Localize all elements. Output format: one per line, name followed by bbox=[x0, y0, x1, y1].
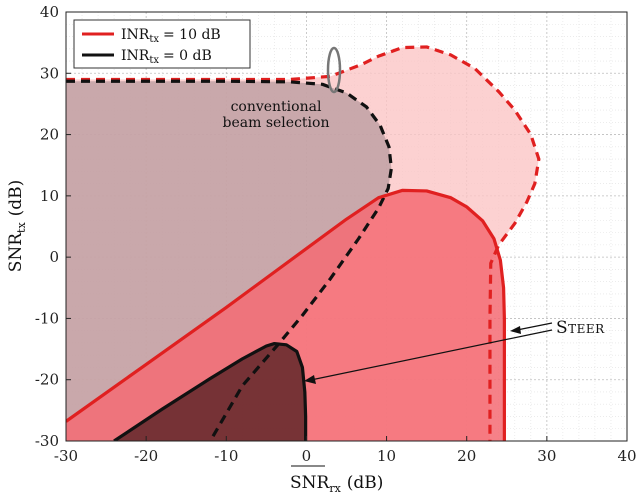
x-tick-label: 10 bbox=[377, 447, 396, 465]
line-conventional-inr0 bbox=[66, 79, 393, 441]
line-steer-inr10 bbox=[66, 188, 506, 441]
legend-box bbox=[73, 19, 251, 69]
x-tick-label: 30 bbox=[537, 447, 556, 465]
region-fills bbox=[66, 46, 539, 441]
conventional-label-line1: conventional bbox=[231, 99, 322, 115]
x-axis-label-main: SNR bbox=[290, 473, 331, 493]
y-tick-label: 30 bbox=[40, 64, 59, 82]
y-axis-label-unit: (dB) bbox=[6, 180, 26, 217]
y-axis-label: SNRtx (dB) bbox=[6, 180, 28, 273]
x-tick-label: 20 bbox=[457, 447, 476, 465]
y-tick-label: -10 bbox=[35, 309, 59, 327]
svg-text:SNRtx(dB): SNRtx (dB) bbox=[6, 180, 28, 273]
conventional-label-line2: beam selection bbox=[223, 115, 330, 131]
y-tick-label: 40 bbox=[40, 3, 59, 21]
fill-conventional-inr0 bbox=[66, 81, 392, 441]
steer-arrowhead-upper bbox=[510, 326, 521, 334]
conventional-ellipse bbox=[326, 46, 342, 94]
steer-arrow-lower bbox=[305, 329, 553, 382]
fill-steer-inr10 bbox=[66, 190, 505, 441]
y-ticks: -30 -20 -10 0 10 20 30 40 bbox=[35, 3, 71, 450]
y-tick-label: -30 bbox=[35, 432, 59, 450]
y-tick-label: 0 bbox=[49, 248, 59, 266]
x-tick-label: 40 bbox=[617, 447, 636, 465]
x-axis-label: SNRrx (dB) bbox=[290, 465, 383, 495]
steer-arrowhead-lower bbox=[304, 375, 316, 384]
line-steer-inr0 bbox=[113, 341, 308, 441]
y-tick-label: -20 bbox=[35, 371, 59, 389]
y-axis-label-main: SNR bbox=[6, 232, 26, 273]
legend-entry-inr0: INRtx = 0 dB bbox=[121, 48, 212, 66]
svg-text:SNRrx(dB): SNRrx (dB) bbox=[290, 473, 383, 495]
x-tick-label: -10 bbox=[214, 447, 238, 465]
y-axis-label-sub: tx bbox=[15, 222, 28, 233]
x-tick-label: 0 bbox=[302, 447, 312, 465]
x-axis-label-sub: rx bbox=[329, 482, 341, 495]
x-tick-label: -30 bbox=[54, 447, 78, 465]
x-ticks: -30 -20 -10 0 10 20 30 40 bbox=[54, 436, 637, 465]
conventional-annotation: conventional beam selection bbox=[223, 46, 342, 131]
y-tick-label: 20 bbox=[40, 126, 59, 144]
steer-annotation: Steer bbox=[304, 318, 605, 384]
x-tick-label: -20 bbox=[134, 447, 158, 465]
y-tick-label: 10 bbox=[40, 187, 59, 205]
legend: INRtx = 10 dB INRtx = 0 dB bbox=[73, 19, 251, 69]
x-axis-label-unit: (dB) bbox=[347, 473, 384, 493]
plot-frame bbox=[65, 11, 628, 442]
steer-label: Steer bbox=[556, 318, 605, 338]
legend-entry-inr10: INRtx = 10 dB bbox=[121, 27, 221, 45]
